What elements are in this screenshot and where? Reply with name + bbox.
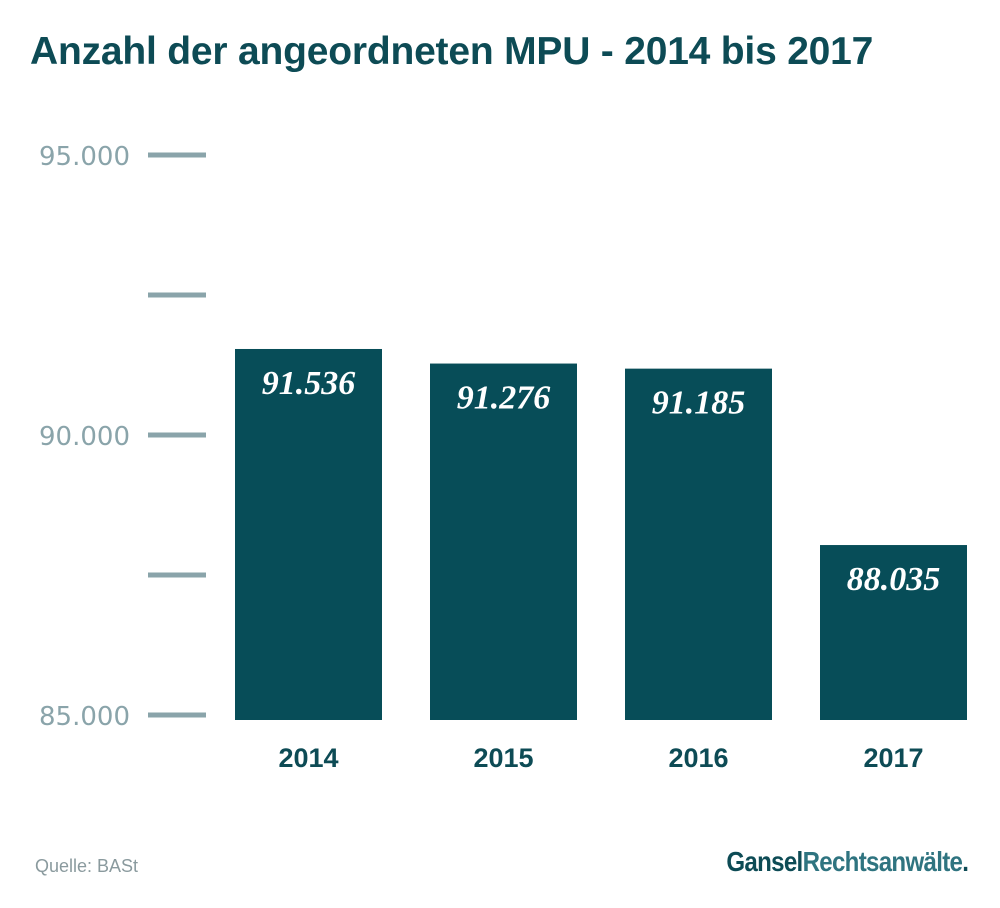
- bar-value-label: 91.185: [652, 385, 746, 422]
- bar-2016: [625, 368, 772, 720]
- logo-text-rechtsanwaelte: Rechtsanwälte: [802, 846, 962, 877]
- chart-title: Anzahl der angeordneten MPU - 2014 bis 2…: [30, 30, 874, 73]
- source-note: Quelle: BASt: [35, 856, 139, 876]
- bar-2017: [820, 545, 967, 720]
- company-logo: GanselRechtsanwälte.: [726, 846, 969, 878]
- x-tick-label: 2014: [278, 743, 338, 773]
- bar-value-label: 88.035: [847, 561, 941, 598]
- y-tick-label: 85.000: [39, 702, 130, 732]
- bar-2015: [430, 363, 577, 720]
- bar-value-label: 91.276: [457, 380, 551, 417]
- bar-value-label: 91.536: [262, 365, 356, 402]
- bar-2014: [235, 348, 382, 720]
- y-tick-label: 95.000: [39, 142, 130, 172]
- x-tick-label: 2017: [863, 743, 923, 773]
- x-tick-label: 2016: [668, 743, 728, 773]
- logo-dot: .: [961, 846, 969, 877]
- y-tick-label: 90.000: [39, 422, 130, 452]
- logo-text-gansel: Gansel: [726, 846, 803, 877]
- x-tick-label: 2015: [473, 743, 533, 773]
